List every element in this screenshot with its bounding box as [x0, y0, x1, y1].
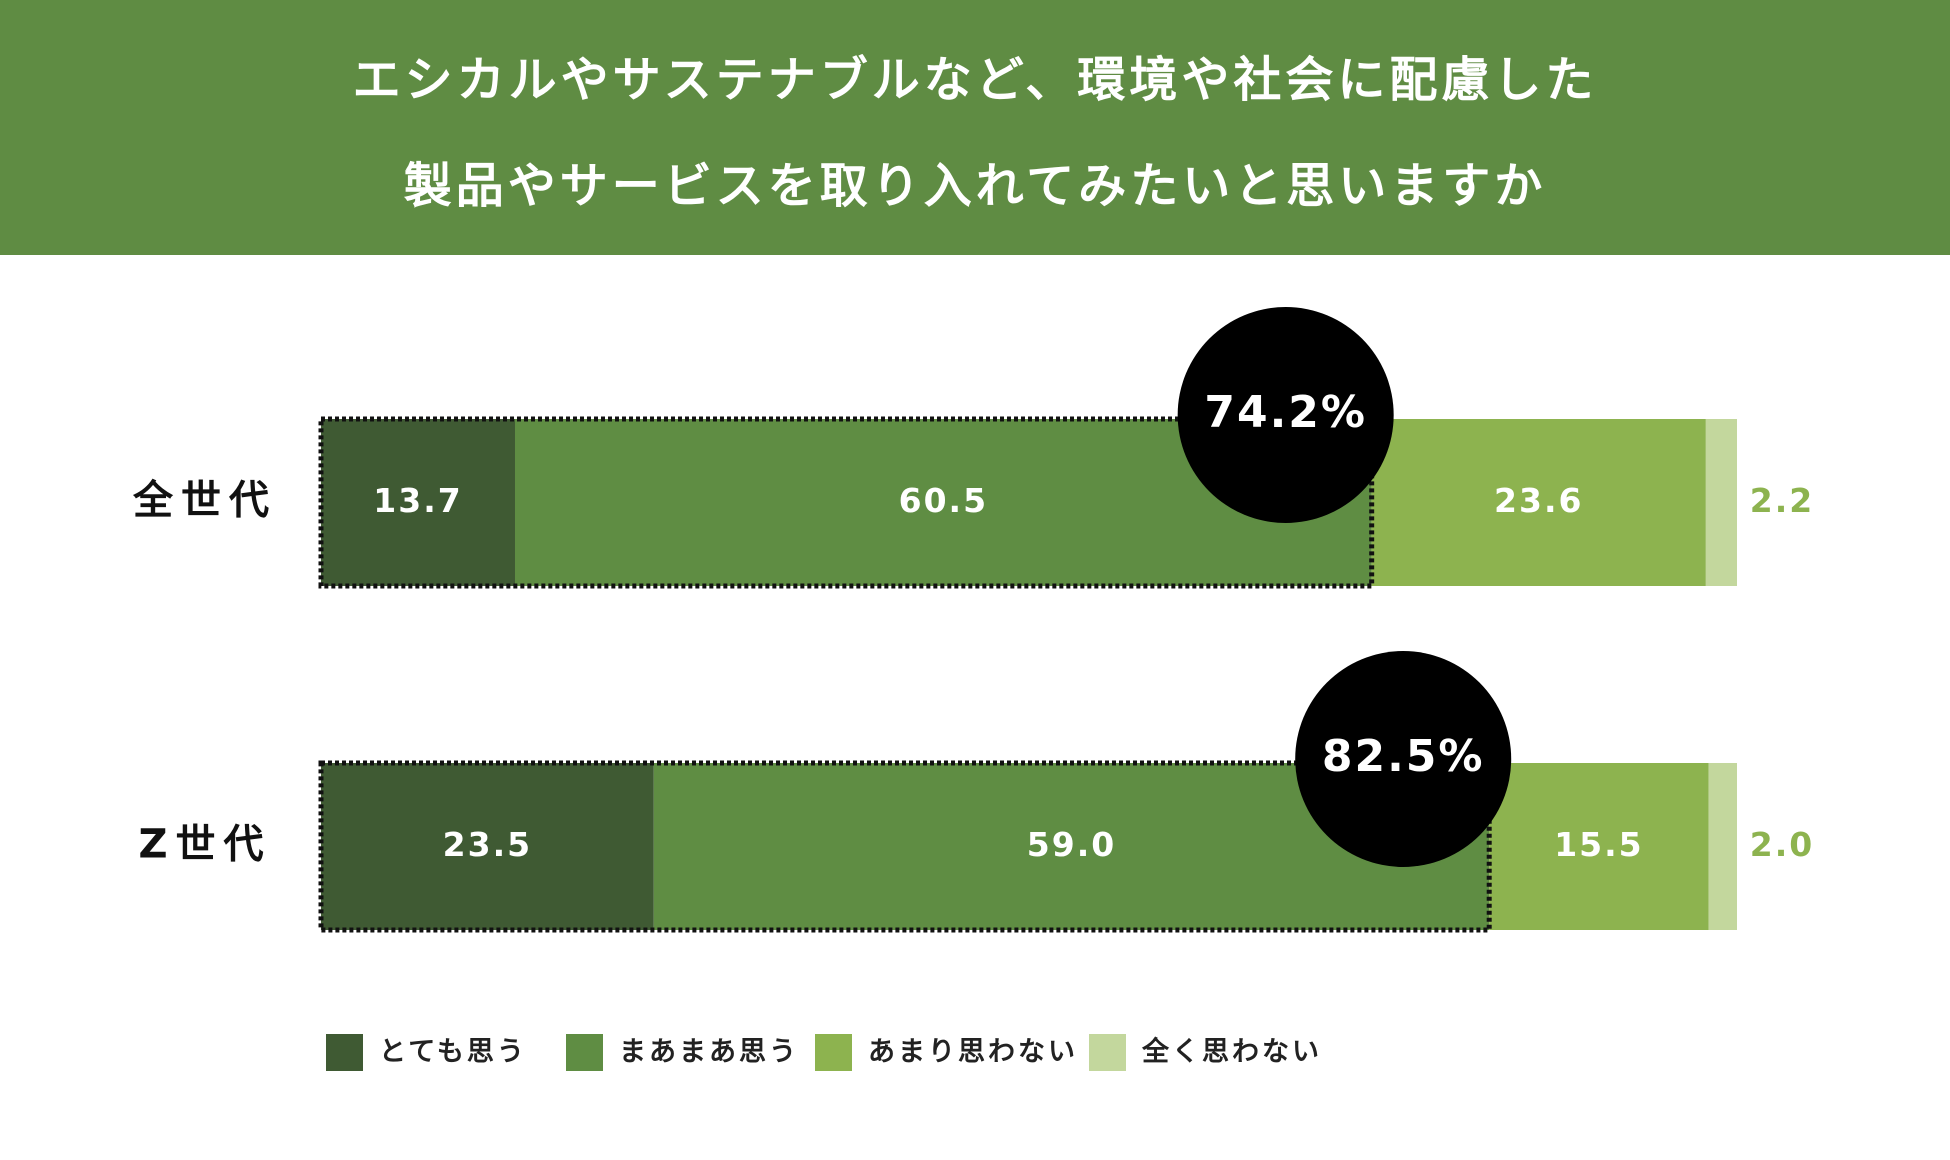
- value-label: 2.2: [1750, 481, 1814, 520]
- bar-segment: [321, 763, 654, 930]
- value-label: 60.5: [899, 481, 988, 520]
- dotted-outline: [318, 416, 1375, 589]
- value-label: 15.5: [1554, 825, 1643, 864]
- chart-title: エシカルやサステナブルなど、環境や社会に配慮した: [353, 52, 1598, 108]
- legend-swatch: [815, 1034, 852, 1071]
- dotted-outline: [318, 760, 1492, 933]
- value-label: 13.7: [373, 481, 462, 520]
- total-badge: [1177, 307, 1394, 523]
- legend-label: あまり思わない: [868, 1037, 1078, 1068]
- value-label: 59.0: [1027, 825, 1116, 864]
- legend-label: 全く思わない: [1141, 1036, 1322, 1068]
- chart-title: 製品やサービスを取り入れてみたいと思いますか: [404, 158, 1547, 214]
- legend-swatch: [1089, 1034, 1126, 1071]
- total-label: 74.2%: [1204, 387, 1367, 438]
- legend-label: とても思う: [379, 1037, 527, 1068]
- header-band: [0, 0, 1950, 255]
- category-label: Z世代: [138, 822, 271, 868]
- bar-segment: [1371, 419, 1706, 586]
- category-label: 全世代: [132, 478, 277, 524]
- bar-segment: [321, 419, 515, 586]
- total-badge: [1295, 651, 1512, 867]
- bar-segment: [1489, 763, 1709, 930]
- legend-swatch: [566, 1034, 603, 1071]
- bar-segment: [1708, 763, 1737, 930]
- value-label: 23.6: [1494, 481, 1583, 520]
- value-label: 23.5: [443, 825, 532, 864]
- total-label: 82.5%: [1322, 731, 1485, 782]
- bar-segment: [1705, 419, 1737, 586]
- legend-swatch: [326, 1034, 363, 1071]
- legend-label: まあまあ思う: [619, 1037, 799, 1068]
- value-label: 2.0: [1750, 825, 1814, 864]
